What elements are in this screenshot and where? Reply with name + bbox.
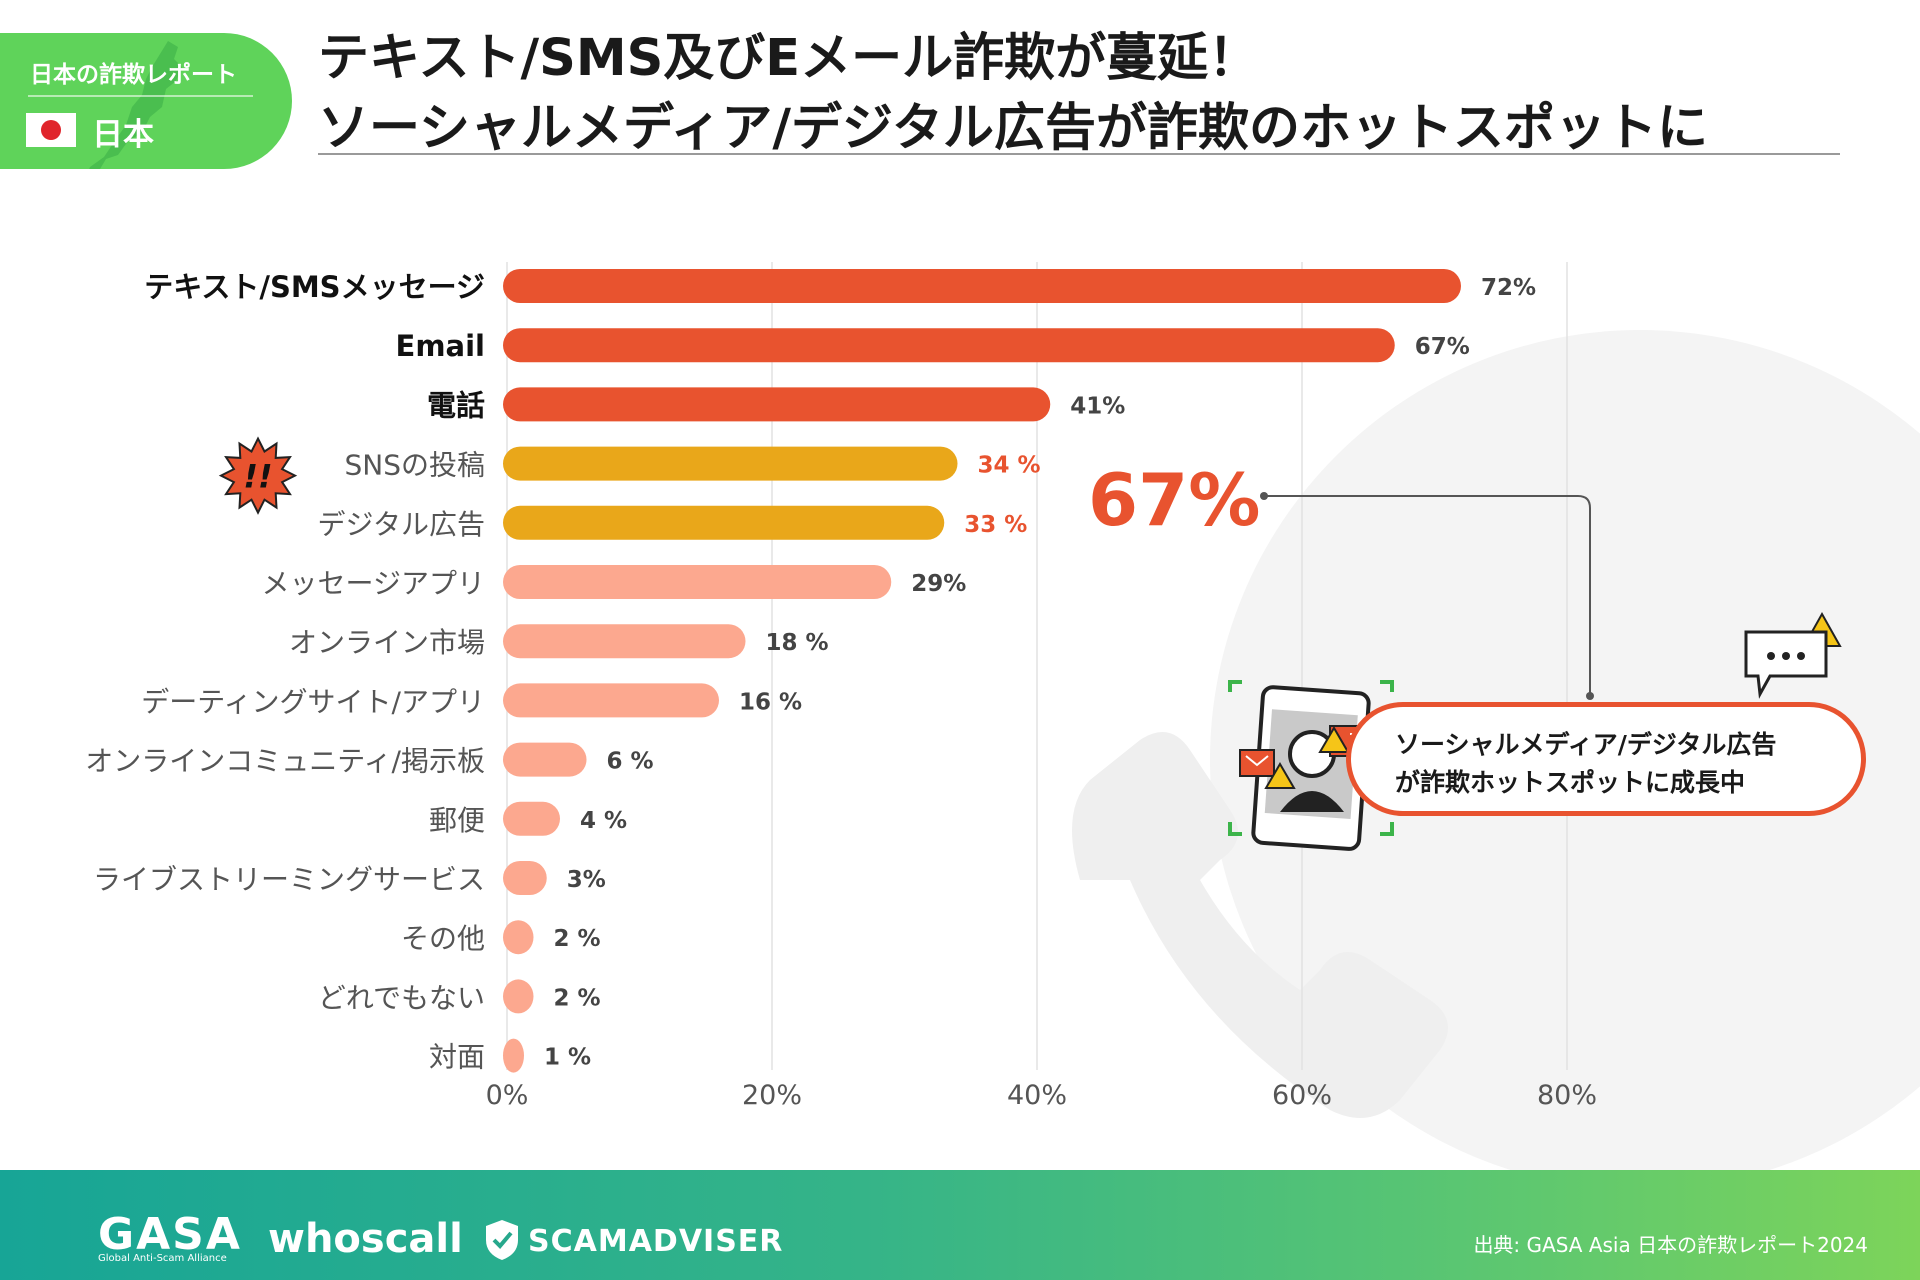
category-label: 電話 (427, 388, 485, 422)
value-label: 2 % (554, 985, 601, 1011)
category-label: どれでもない (318, 981, 485, 1014)
shield-icon (486, 1220, 518, 1260)
callout-text: ソーシャルメディア/デジタル広告 が詐欺ホットスポットに成長中 (1395, 726, 1776, 802)
value-label: 2 % (554, 926, 601, 952)
category-label: デーティングサイト/アプリ (141, 685, 485, 718)
category-label: テキスト/SMSメッセージ (144, 270, 485, 304)
value-label: 1 % (544, 1045, 591, 1071)
x-tick-label: 80% (1537, 1080, 1597, 1111)
headline-line-1: テキスト/SMS及びEメール詐欺が蔓延！ (318, 29, 1260, 88)
category-label: オンラインコミュニティ/掲示板 (85, 745, 485, 778)
x-tick-label: 60% (1272, 1080, 1332, 1111)
category-label: メッセージアプリ (262, 567, 485, 600)
bar (503, 446, 958, 481)
scamadviser-logo: SCAMADVISER (528, 1224, 784, 1259)
value-label: 41% (1070, 393, 1125, 419)
bar-chart: テキスト/SMSメッセージ 72% Email 67% 電話 41% SNSの投稿 34 % デ… (85, 262, 1920, 1170)
gasa-logo-sub: Global Anti-Scam Alliance (98, 1253, 227, 1264)
callout-pill: ソーシャルメディア/デジタル広告 が詐欺ホットスポットに成長中 (1346, 702, 1866, 816)
value-label: 16 % (739, 689, 802, 715)
report-badge: 日本の詐欺レポート 日本 (0, 33, 292, 169)
bar (503, 683, 719, 718)
bar (503, 269, 1461, 303)
category-label: オンライン市場 (289, 626, 485, 659)
value-label: 33 % (964, 512, 1027, 538)
bar (503, 624, 746, 659)
gasa-logo: GASA (98, 1209, 242, 1260)
bar (503, 505, 945, 540)
japan-map-icon (89, 41, 182, 169)
value-label: 72% (1481, 275, 1536, 301)
badge-country: 日本 (92, 117, 154, 153)
japan-flag-icon (26, 113, 76, 147)
whoscall-logo: whoscall (268, 1216, 463, 1262)
bar (503, 742, 587, 777)
bar (503, 565, 892, 599)
value-label: 6 % (607, 749, 654, 775)
exclamation-burst-icon: !! (218, 436, 298, 515)
bar (503, 387, 1051, 422)
category-label: 対面 (429, 1041, 485, 1074)
category-label: その他 (401, 922, 485, 955)
bar (503, 801, 560, 836)
x-tick-label: 0% (486, 1080, 529, 1111)
headline-underline (318, 153, 1840, 155)
footer: GASA Global Anti-Scam Alliance whoscall … (0, 1170, 1920, 1280)
phone-scam-icon (1228, 680, 1394, 851)
badge-divider (28, 95, 253, 97)
headline-line-2: ソーシャルメディア/デジタル広告が詐欺のホットスポットに (318, 99, 1709, 158)
x-tick-label: 40% (1007, 1080, 1067, 1111)
chat-bubble-icon (1744, 630, 1828, 699)
category-label: Email (396, 329, 485, 363)
category-label: 郵便 (429, 804, 485, 837)
connector-line (1260, 492, 1594, 700)
badge-title: 日本の詐欺レポート (30, 62, 237, 88)
value-label: 4 % (580, 808, 627, 834)
callout-value: 67% (1088, 458, 1261, 542)
value-label: 18 % (766, 630, 829, 656)
callout-line-2: が詐欺ホットスポットに成長中 (1395, 768, 1746, 797)
source-note: 出典: GASA Asia 日本の詐欺レポート2024 (1473, 1233, 1868, 1257)
value-label: 3% (567, 867, 606, 893)
burst-text: !! (243, 458, 272, 496)
bar (503, 328, 1395, 363)
bar (503, 1038, 524, 1073)
category-label: デジタル広告 (318, 508, 485, 541)
value-label: 67% (1415, 334, 1470, 360)
category-label: SNSの投稿 (345, 449, 486, 482)
bar (503, 979, 534, 1014)
category-label: ライブストリーミングサービス (93, 863, 485, 896)
value-label: 29% (911, 571, 966, 597)
value-label: 34 % (978, 453, 1041, 479)
bar (503, 861, 547, 895)
callout-line-1: ソーシャルメディア/デジタル広告 (1395, 730, 1777, 759)
x-tick-label: 20% (742, 1080, 802, 1111)
bar (503, 920, 534, 955)
